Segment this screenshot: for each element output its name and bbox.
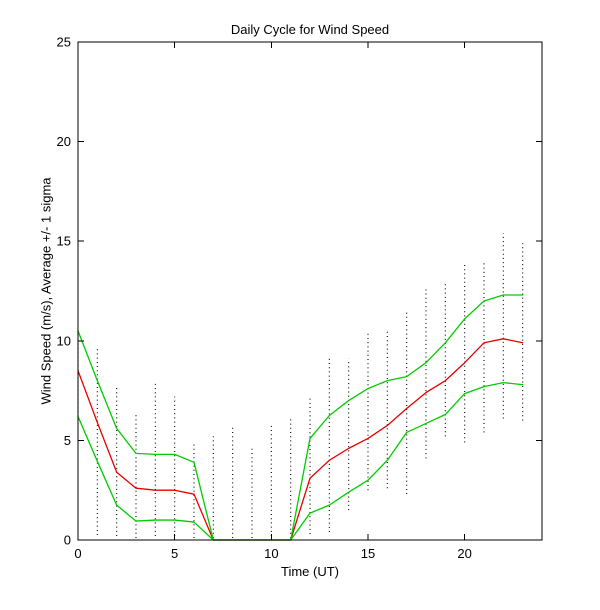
x-tick-label: 0 [74, 546, 81, 561]
average-minus-sigma-line [77, 381, 524, 541]
x-tick-label: 20 [457, 546, 471, 561]
chart-title: Daily Cycle for Wind Speed [230, 22, 390, 37]
y-tick-label: 15 [57, 234, 71, 249]
y-tick-label: 25 [57, 35, 71, 50]
axis-box [77, 41, 543, 541]
average-plus-sigma-line [77, 294, 524, 541]
y-tick-label: 20 [57, 134, 71, 149]
average-wind-speed-line [77, 338, 524, 541]
x-tick-label: 5 [171, 546, 178, 561]
x-tick-label: 15 [361, 546, 375, 561]
y-tick-label: 10 [57, 333, 71, 348]
x-tick-label: 10 [264, 546, 278, 561]
y-tick-label: 5 [64, 433, 71, 448]
y-tick-label: 0 [64, 533, 71, 548]
x-axis-label: Time (UT) [280, 564, 340, 579]
